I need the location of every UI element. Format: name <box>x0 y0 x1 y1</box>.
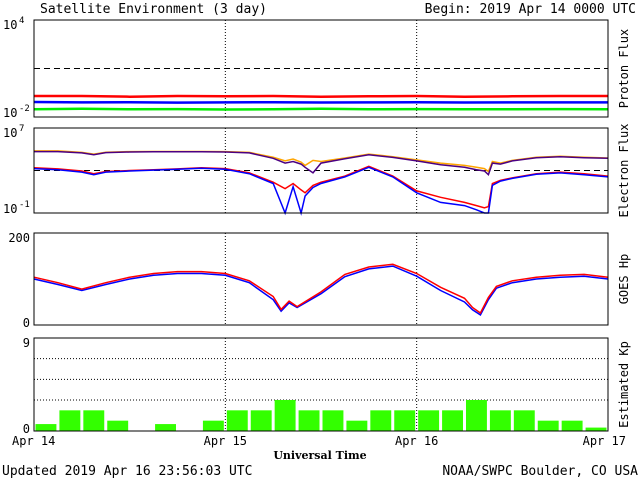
kp-bar <box>59 410 81 431</box>
kp-bar <box>585 427 607 431</box>
y-tick-label: 10 <box>3 126 17 140</box>
begin-date: Begin: 2019 Apr 14 0000 UTC <box>425 2 636 17</box>
kp-bar <box>35 424 57 431</box>
series-line-1 <box>33 263 609 315</box>
y-tick-label: 10 <box>3 106 17 120</box>
kp-bar <box>202 420 224 431</box>
x-tick-label: Apr 15 <box>204 434 247 448</box>
chart-title: Satellite Environment (3 day) <box>40 2 267 17</box>
series-line-2 <box>33 165 609 209</box>
y-tick-exponent: -1 <box>19 200 30 210</box>
kp-bar <box>322 410 344 431</box>
kp-bar <box>107 420 129 431</box>
kp-bar <box>418 410 440 431</box>
updated-timestamp: Updated 2019 Apr 16 23:56:03 UTC <box>2 464 252 479</box>
kp-bar <box>83 410 105 431</box>
y-tick-exponent: 4 <box>19 16 24 26</box>
kp-bar <box>298 410 320 431</box>
panel-frame <box>33 19 609 118</box>
series-line-0 <box>34 94 608 98</box>
panel-electron: 10 710 -1 Electron Flux <box>3 124 631 218</box>
panel-goes-hp: 200 0 GOES Hp <box>8 231 631 330</box>
y-tick-exponent: -2 <box>19 104 30 114</box>
y-tick-label: 10 <box>3 202 17 216</box>
x-axis-label: Universal Time <box>273 449 366 462</box>
y-axis-label: GOES Hp <box>617 254 631 305</box>
panel-kp: 9 0 Estimated Kp <box>23 336 631 436</box>
kp-bar <box>274 400 296 431</box>
kp-bar <box>155 424 176 431</box>
credit-text: NOAA/SWPC Boulder, CO USA <box>442 464 638 479</box>
kp-bar <box>250 410 272 431</box>
kp-bar <box>537 420 559 431</box>
kp-bar <box>489 410 511 431</box>
y-axis-label: Proton Flux <box>617 29 631 108</box>
x-tick-label: Apr 14 <box>12 434 55 448</box>
y-axis-label: Electron Flux <box>617 124 631 218</box>
series-line-1 <box>34 150 609 177</box>
y-axis-label: Estimated Kp <box>617 341 631 428</box>
y-tick-label: 9 <box>23 336 30 350</box>
kp-bar <box>346 420 368 431</box>
kp-bar <box>226 410 248 431</box>
kp-bar <box>370 410 392 431</box>
y-tick-label: 0 <box>23 316 30 330</box>
series-line-0 <box>33 265 609 316</box>
kp-bar <box>513 410 535 431</box>
y-tick-exponent: 7 <box>19 124 24 134</box>
x-tick-label: Apr 16 <box>395 434 438 448</box>
kp-bar <box>442 410 463 431</box>
kp-bar <box>561 420 583 431</box>
series-line-1 <box>33 100 608 104</box>
x-tick-label: Apr 17 <box>583 434 626 448</box>
y-tick-label: 10 <box>3 18 17 32</box>
panel-frame <box>33 232 609 326</box>
y-tick-label: 200 <box>8 231 30 245</box>
kp-bar <box>466 400 487 431</box>
y-tick-label: 0 <box>23 422 30 436</box>
series-line-2 <box>33 107 609 111</box>
series-line-0 <box>34 150 609 173</box>
series-line-3 <box>33 166 609 216</box>
kp-bar <box>394 410 416 431</box>
panel-frame <box>33 127 609 214</box>
panel-frame <box>33 337 609 432</box>
